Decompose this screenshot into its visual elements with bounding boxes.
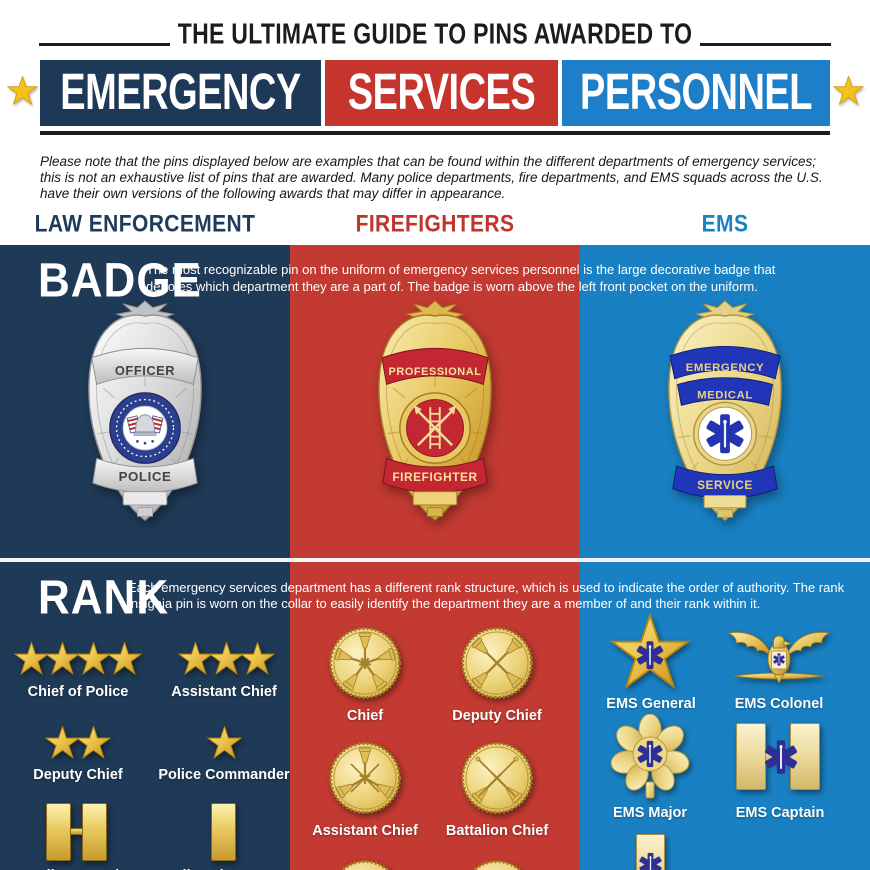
star-icon [209, 641, 244, 674]
captain-bar [82, 802, 107, 861]
captain-bar [790, 722, 820, 790]
pin-police-captain-bars [46, 802, 107, 861]
bugles-5 [334, 632, 396, 691]
pin-ems-major-oak-leaf [610, 713, 690, 798]
rank-label-fire-assistant-chief: Assistant Chief [312, 822, 418, 839]
rank-label-fire-chief: Chief [346, 707, 384, 724]
pin-ems-lieutenant-bar-partial [636, 833, 665, 870]
star-of-life-icon [764, 739, 798, 774]
banner-star-right-icon [833, 76, 864, 106]
pin-police-lieutenant-bar [211, 802, 236, 861]
star-icon [207, 725, 242, 758]
star-icon [178, 641, 213, 674]
lieutenant-bar [211, 802, 236, 861]
rank-section-description: Each emergency services department has a… [128, 579, 845, 611]
fire-badge-top-banner-text: PROFESSIONAL [389, 366, 482, 378]
rank-label-ems-general: EMS General [606, 695, 696, 712]
badge-section-description: The most recognizable pin on the uniform… [146, 262, 776, 294]
banner-emergency: EMERGENCY [40, 60, 321, 126]
pin-fire-chief-coin [329, 626, 401, 699]
fire-seal-tools [417, 407, 453, 449]
star-icon [107, 641, 142, 674]
column-headers: LAW ENFORCEMENT FIREFIGHTERS EMS [0, 211, 870, 241]
rank-label-fire-battalion-chief: Battalion Chief [445, 822, 549, 839]
pin-deputy-chief-stars [45, 725, 111, 761]
title-banner: EMERGENCY SERVICES PERSONNEL [40, 60, 830, 126]
banner-word: EMERGENCY [60, 63, 301, 121]
banner-personnel: PERSONNEL [562, 60, 830, 126]
bugles-4 [471, 637, 523, 688]
badge-section-title: BADGE [38, 253, 202, 308]
rank-label-chief-of-police: Chief of Police [27, 683, 129, 700]
bugles-3 [336, 747, 394, 798]
rank-label-police-lieutenant: Police Lieutenant [164, 868, 284, 870]
rank-label-deputy-chief: Deputy Chief [33, 766, 123, 783]
ems-badge-bottom-banner-text: SERVICE [697, 478, 753, 492]
banner-star-left-icon [7, 76, 38, 106]
ems-badge-top-banner-text: EMERGENCY [686, 362, 764, 374]
kicker-line-right [700, 43, 832, 46]
kicker-line-left [38, 43, 170, 46]
police-badge-top-banner-text: OFFICER [115, 363, 175, 378]
star-icon [14, 641, 49, 674]
pin-chief-of-police-stars [14, 641, 142, 677]
column-header-law-enforcement: LAW ENFORCEMENT [34, 211, 256, 238]
pin-fire-deputy-chief-coin [461, 626, 533, 699]
badge-section: BADGE The most recognizable pin on the u… [0, 245, 870, 558]
star-icon [45, 641, 80, 674]
police-seal-flags [126, 414, 164, 445]
lieutenant-bar [636, 833, 665, 870]
rank-section: RANK Each emergency services department … [0, 561, 870, 870]
pin-ems-general-star [610, 613, 690, 689]
kicker-row: THE ULTIMATE GUIDE TO PINS AWARDED TO [0, 17, 870, 51]
rank-label-fire-deputy-chief: Deputy Chief [452, 707, 542, 724]
banner-services: SERVICES [325, 60, 558, 126]
pin-police-commander-star [207, 725, 242, 761]
ems-badge: EMERGENCY MEDICAL SERVICE [668, 300, 782, 522]
banner-word: PERSONNEL [580, 63, 812, 121]
rank-section-title: RANK [38, 570, 170, 625]
section-divider [0, 558, 870, 562]
rank-label-police-captain: Police Captain [28, 868, 128, 870]
rank-label-assistant-chief: Assistant Chief [171, 683, 277, 700]
pin-fire-battalion-chief-coin [461, 741, 533, 814]
disclaimer-text: Please note that the pins displayed belo… [40, 153, 823, 202]
kicker-title: THE ULTIMATE GUIDE TO PINS AWARDED TO [177, 17, 693, 50]
star-icon [76, 725, 111, 758]
rank-label-ems-colonel: EMS Colonel [734, 695, 824, 712]
pin-assistant-chief-stars [178, 641, 275, 677]
star-icon [240, 641, 275, 674]
column-header-ems: EMS [701, 211, 749, 238]
fire-badge-bottom-banner-text: FIREFIGHTER [392, 470, 477, 484]
star-icon [45, 725, 80, 758]
rank-label-ems-captain: EMS Captain [735, 804, 825, 821]
column-header-firefighters: FIREFIGHTERS [355, 211, 515, 238]
police-badge: OFFICER [88, 300, 202, 522]
star-icon [76, 641, 111, 674]
pin-fire-coin-partial [339, 859, 391, 870]
banner-underline [40, 131, 830, 135]
rank-label-police-commander: Police Commander [158, 766, 290, 783]
ems-badge-middle-banner-text: MEDICAL [697, 390, 753, 402]
police-badge-bottom-banner-text: POLICE [119, 469, 172, 484]
pin-fire-coin-partial [471, 859, 523, 870]
star-of-life-icon [638, 852, 663, 870]
captain-bar [46, 802, 71, 861]
bugles-2 [471, 756, 523, 803]
firefighter-badge: PROFESSIONAL FIREFIGHTER [378, 300, 492, 522]
pin-ems-colonel-eagle [727, 631, 831, 684]
captain-bar [736, 722, 766, 790]
banner-word: SERVICES [347, 63, 536, 121]
rank-label-ems-major: EMS Major [612, 804, 688, 821]
pin-fire-assistant-chief-coin [329, 741, 401, 814]
